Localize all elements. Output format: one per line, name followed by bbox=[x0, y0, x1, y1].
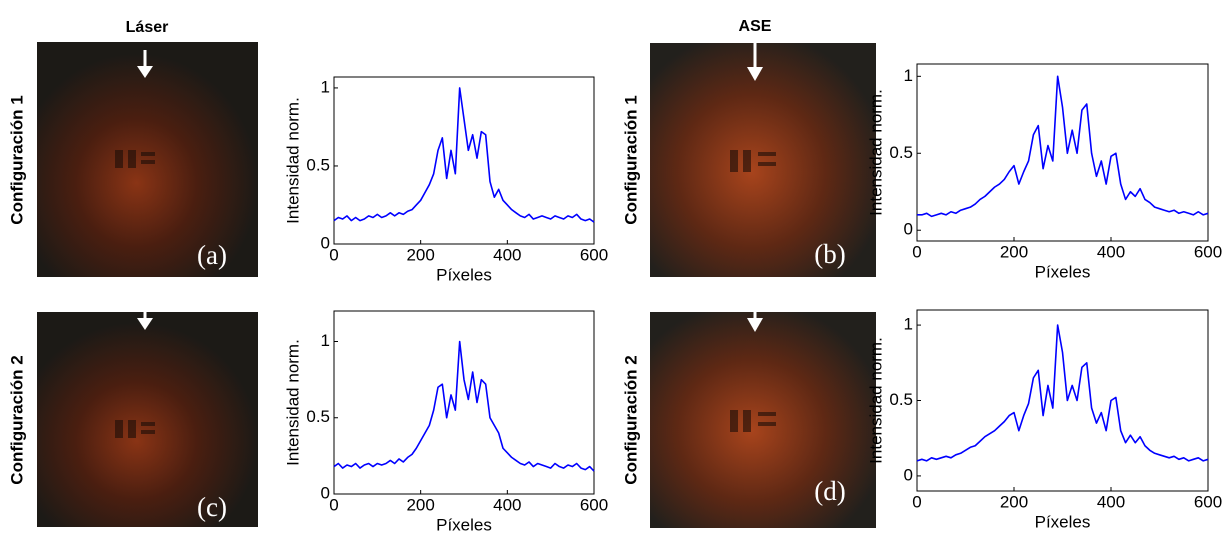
chart: 0 200 400 600 0 0.5 1 Píxeles Intensidad norm. bbox=[866, 63, 1222, 281]
y-tick-label: 0.5 bbox=[889, 390, 913, 409]
x-tick-label: 0 bbox=[329, 245, 338, 264]
chart: 0 200 400 600 0 0.5 1 Píxeles Intensidad norm. bbox=[283, 76, 608, 284]
x-tick-label: 200 bbox=[406, 495, 434, 514]
y-tick-label: 1 bbox=[904, 315, 913, 334]
row-label: Configuración 1 bbox=[621, 95, 640, 224]
y-axis-label: Intensidad norm. bbox=[866, 89, 885, 216]
row-label: Configuración 1 bbox=[7, 95, 26, 224]
data-line bbox=[917, 75, 1209, 218]
column-header: Láser bbox=[126, 19, 169, 36]
y-tick-label: 0.5 bbox=[889, 143, 913, 162]
x-tick-label: 400 bbox=[1097, 242, 1125, 261]
y-tick-label: 0 bbox=[904, 220, 913, 239]
image bbox=[650, 43, 876, 277]
target-bars bbox=[115, 150, 776, 438]
y-tick-label: 0 bbox=[321, 233, 330, 252]
y-axis-label: Intensidad norm. bbox=[283, 97, 302, 224]
x-axis-label: Píxeles bbox=[436, 265, 492, 284]
y-tick-label: 1 bbox=[321, 331, 330, 350]
column-header: ASE bbox=[739, 18, 772, 35]
plot-area bbox=[916, 309, 1209, 492]
x-axis-label: Píxeles bbox=[1035, 512, 1091, 531]
x-tick-label: 200 bbox=[1000, 492, 1028, 511]
row-label: Configuración 2 bbox=[621, 355, 640, 484]
y-tick-label: 0.5 bbox=[306, 155, 330, 174]
image bbox=[650, 312, 876, 528]
x-tick-label: 200 bbox=[1000, 242, 1028, 261]
y-tick-label: 0 bbox=[321, 483, 330, 502]
image-panels bbox=[37, 42, 876, 528]
x-tick-label: 200 bbox=[406, 245, 434, 264]
y-axis-label: Intensidad norm. bbox=[283, 339, 302, 466]
x-axis-label: Píxeles bbox=[436, 515, 492, 534]
x-tick-label: 0 bbox=[912, 242, 921, 261]
x-axis-label: Píxeles bbox=[1035, 262, 1091, 281]
panel-letter: (d) bbox=[814, 476, 845, 506]
image bbox=[37, 312, 258, 527]
x-tick-label: 0 bbox=[912, 492, 921, 511]
panel-letter: (a) bbox=[197, 240, 227, 270]
x-tick-label: 600 bbox=[580, 495, 608, 514]
chart: 0 200 400 600 0 0.5 1 Píxeles Intensidad norm. bbox=[283, 310, 608, 534]
data-line bbox=[333, 340, 595, 472]
x-tick-label: 600 bbox=[1194, 492, 1222, 511]
x-tick-label: 400 bbox=[493, 245, 521, 264]
x-tick-label: 0 bbox=[329, 495, 338, 514]
y-tick-label: 1 bbox=[321, 77, 330, 96]
panel-letter: (c) bbox=[197, 492, 227, 522]
x-tick-label: 600 bbox=[1194, 242, 1222, 261]
data-line bbox=[916, 324, 1209, 462]
y-tick-label: 1 bbox=[904, 66, 913, 85]
y-tick-label: 0 bbox=[904, 465, 913, 484]
plot-area bbox=[333, 76, 595, 245]
arrows bbox=[137, 42, 763, 332]
x-tick-label: 400 bbox=[493, 495, 521, 514]
plot-area bbox=[916, 63, 1209, 242]
x-tick-label: 600 bbox=[580, 245, 608, 264]
image bbox=[37, 42, 258, 277]
y-axis-label: Intensidad norm. bbox=[866, 337, 885, 464]
chart: 0 200 400 600 0 0.5 1 Píxeles Intensidad norm. bbox=[866, 309, 1222, 531]
x-tick-label: 400 bbox=[1097, 492, 1125, 511]
row-label: Configuración 2 bbox=[7, 355, 26, 484]
data-line bbox=[333, 87, 595, 223]
panel-letter: (b) bbox=[814, 239, 845, 269]
y-tick-label: 0.5 bbox=[306, 407, 330, 426]
